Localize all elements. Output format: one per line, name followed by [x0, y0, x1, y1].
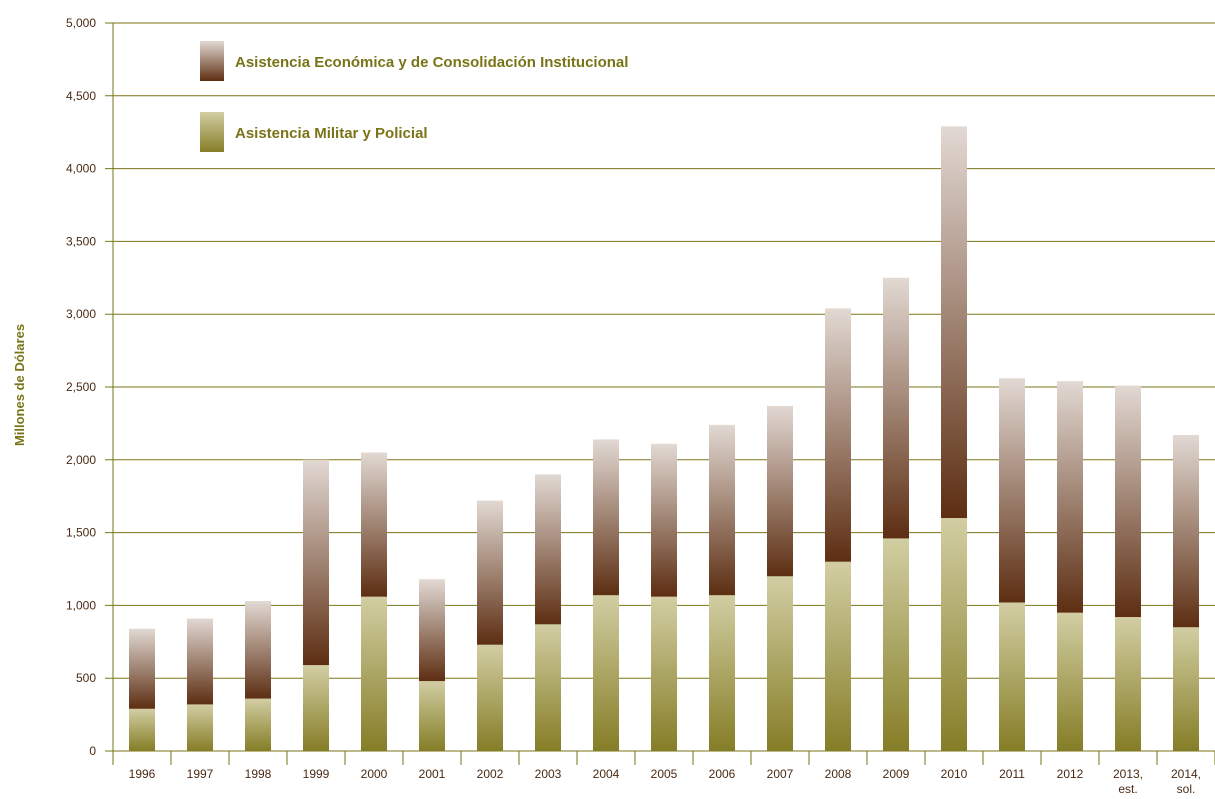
x-tick-label: 2006	[709, 767, 736, 781]
y-tick-label: 0	[89, 744, 96, 758]
x-tick-label: 2013,	[1113, 767, 1143, 781]
x-tick-label: 2005	[651, 767, 678, 781]
bar-economic-institutional	[825, 308, 851, 562]
bar-economic-institutional	[187, 618, 213, 705]
x-tick-label: 2000	[361, 767, 388, 781]
y-tick-label: 2,500	[66, 380, 96, 394]
y-tick-label: 3,000	[66, 307, 96, 321]
bar-economic-institutional	[361, 452, 387, 597]
bar-military-police	[477, 644, 503, 751]
bar-military-police	[419, 681, 445, 751]
x-tick-label: sol.	[1177, 782, 1196, 796]
y-tick-label: 4,000	[66, 162, 96, 176]
y-tick-label: 3,500	[66, 234, 96, 248]
x-tick-label: 2009	[883, 767, 910, 781]
bar-economic-institutional	[999, 378, 1025, 603]
bar-military-police	[941, 518, 967, 751]
x-axis-ticks: 1996 1997 1998 1999 2000 2001 2002 2003 2004 2005…	[112, 751, 1215, 796]
bar-economic-institutional	[245, 601, 271, 699]
bar-economic-institutional	[129, 628, 155, 709]
bar-military-police	[1057, 612, 1083, 751]
legend-swatch	[200, 112, 224, 152]
bar-military-police	[651, 596, 677, 751]
bar-military-police	[709, 595, 735, 751]
bar-economic-institutional	[593, 439, 619, 596]
bar-military-police	[1173, 627, 1199, 751]
bar-economic-institutional	[941, 126, 967, 519]
legend-swatch	[200, 41, 224, 81]
x-tick-label: 1999	[303, 767, 330, 781]
bar-economic-institutional	[477, 500, 503, 645]
x-tick-label: 2010	[941, 767, 968, 781]
x-tick-label: 2007	[767, 767, 794, 781]
bar-military-police	[767, 576, 793, 751]
bar-economic-institutional	[535, 474, 561, 625]
bar-economic-institutional	[1115, 385, 1141, 618]
gridlines	[105, 22, 1215, 679]
bar-economic-institutional	[419, 579, 445, 682]
y-tick-label: 1,000	[66, 598, 96, 612]
bars	[129, 126, 1199, 751]
bar-economic-institutional	[709, 424, 735, 596]
x-tick-label: 1997	[187, 767, 214, 781]
x-tick-label: 2012	[1057, 767, 1084, 781]
bar-military-police	[303, 665, 329, 751]
x-tick-label: 2003	[535, 767, 562, 781]
bar-economic-institutional	[651, 443, 677, 597]
legend: Asistencia Económica y de Consolidación …	[200, 41, 628, 152]
y-tick-label: 5,000	[66, 16, 96, 30]
bar-economic-institutional	[883, 277, 909, 539]
y-axis-label: Millones de Dólares	[12, 324, 27, 446]
x-tick-label: 2004	[593, 767, 620, 781]
x-tick-label: 2011	[999, 767, 1025, 781]
x-tick-label: 2014,	[1171, 767, 1201, 781]
bar-military-police	[999, 602, 1025, 751]
bar-military-police	[245, 698, 271, 751]
legend-label: Asistencia Económica y de Consolidación …	[235, 54, 628, 71]
x-tick-label: 2008	[825, 767, 852, 781]
bar-military-police	[593, 595, 619, 751]
x-tick-label: est.	[1118, 782, 1137, 796]
y-tick-label: 2,000	[66, 453, 96, 467]
bar-military-police	[1115, 617, 1141, 751]
x-tick-label: 2001	[419, 767, 446, 781]
bar-military-police	[129, 708, 155, 751]
bar-military-police	[825, 561, 851, 751]
bar-military-police	[535, 624, 561, 751]
bar-military-police	[187, 704, 213, 751]
bar-military-police	[361, 596, 387, 751]
x-tick-label: 1996	[129, 767, 156, 781]
y-axis-ticks: 0 500 1,000 1,500 2,000 2,500 3,000 3,500 4,000 4…	[66, 16, 96, 758]
bar-economic-institutional	[767, 405, 793, 577]
legend-label: Asistencia Militar y Policial	[235, 125, 428, 142]
y-tick-label: 500	[76, 671, 96, 685]
x-tick-label: 2002	[477, 767, 504, 781]
y-tick-label: 1,500	[66, 526, 96, 540]
bar-economic-institutional	[1057, 381, 1083, 613]
bar-economic-institutional	[303, 459, 329, 666]
bar-military-police	[883, 538, 909, 751]
bar-economic-institutional	[1173, 435, 1199, 628]
y-tick-label: 4,500	[66, 89, 96, 103]
x-tick-label: 1998	[245, 767, 272, 781]
